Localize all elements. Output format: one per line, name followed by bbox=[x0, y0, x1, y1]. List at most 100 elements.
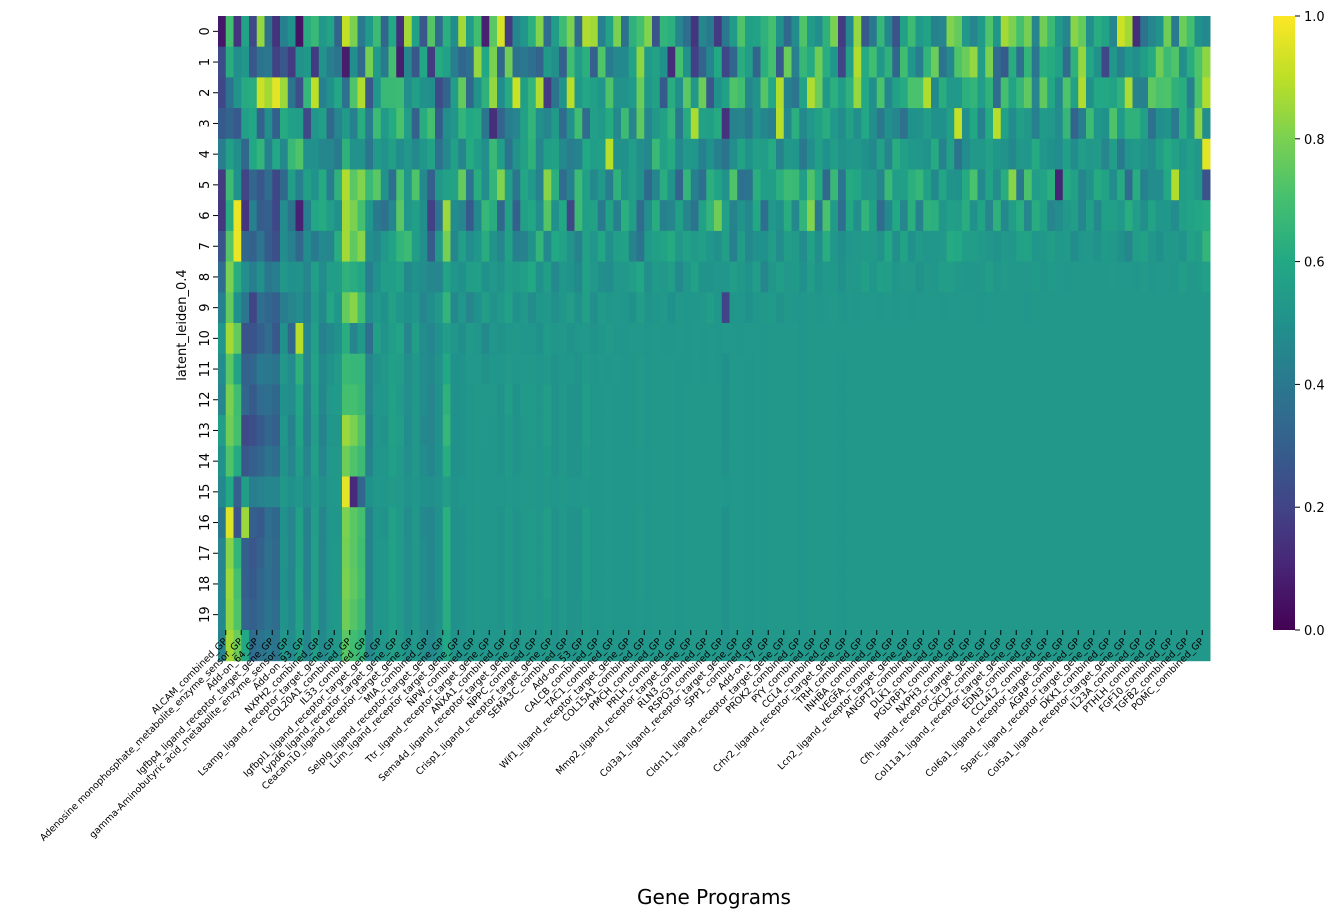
heatmap-cell bbox=[396, 16, 405, 48]
heatmap-cell bbox=[706, 261, 715, 293]
heatmap-cell bbox=[706, 169, 715, 201]
heatmap-cell bbox=[706, 323, 715, 355]
heatmap-cell bbox=[1070, 415, 1079, 447]
heatmap-cell bbox=[520, 537, 529, 570]
heatmap-cell bbox=[497, 46, 506, 78]
heatmap-cell bbox=[357, 261, 366, 293]
heatmap-cell bbox=[822, 507, 831, 539]
heatmap-cell bbox=[683, 108, 692, 140]
heatmap-cell bbox=[1008, 261, 1017, 293]
heatmap-cell bbox=[1117, 353, 1126, 385]
heatmap-cell bbox=[853, 507, 862, 539]
heatmap-cell bbox=[1047, 415, 1056, 447]
heatmap-cell bbox=[814, 230, 823, 263]
heatmap-cell bbox=[706, 46, 715, 78]
heatmap-cell bbox=[504, 138, 513, 170]
y-tick-label: 9 bbox=[198, 304, 213, 312]
heatmap-cell bbox=[814, 599, 823, 631]
heatmap-cell bbox=[760, 230, 769, 263]
heatmap-cell bbox=[1117, 77, 1126, 109]
heatmap-cell bbox=[233, 445, 242, 477]
heatmap-cell bbox=[1109, 630, 1118, 662]
heatmap-cell bbox=[969, 445, 978, 477]
heatmap-cell bbox=[1062, 46, 1071, 78]
heatmap-cell bbox=[435, 568, 444, 600]
heatmap-cell bbox=[760, 292, 769, 324]
heatmap-cell bbox=[799, 292, 808, 324]
heatmap-cell bbox=[233, 261, 242, 293]
heatmap-cell bbox=[295, 568, 304, 600]
heatmap-cell bbox=[388, 46, 397, 78]
heatmap-cell bbox=[566, 384, 575, 416]
heatmap-cell bbox=[675, 108, 684, 140]
heatmap-cell bbox=[954, 476, 963, 508]
heatmap-cell bbox=[1000, 108, 1009, 140]
heatmap-cell bbox=[1109, 46, 1118, 78]
heatmap-cell bbox=[287, 292, 296, 324]
heatmap-cell bbox=[497, 108, 506, 140]
heatmap-cell bbox=[566, 323, 575, 355]
heatmap-cell bbox=[241, 108, 250, 140]
heatmap-cell bbox=[1093, 169, 1102, 201]
heatmap-cell bbox=[380, 353, 389, 385]
heatmap-cell bbox=[923, 292, 932, 324]
heatmap-cell bbox=[597, 630, 606, 662]
heatmap-cell bbox=[272, 507, 281, 539]
heatmap-cell bbox=[969, 77, 978, 109]
heatmap-cell bbox=[1186, 292, 1195, 324]
heatmap-cell bbox=[838, 138, 847, 170]
heatmap-cell bbox=[504, 445, 513, 477]
heatmap-cell bbox=[1047, 384, 1056, 416]
heatmap-cell bbox=[698, 507, 707, 539]
heatmap-cell bbox=[380, 323, 389, 355]
heatmap-cell bbox=[241, 292, 250, 324]
heatmap-cell bbox=[551, 77, 560, 109]
heatmap-cell bbox=[582, 630, 591, 662]
heatmap-cell bbox=[1148, 261, 1157, 293]
heatmap-cell bbox=[706, 108, 715, 140]
heatmap-cell bbox=[931, 323, 940, 355]
heatmap-cell bbox=[1008, 384, 1017, 416]
heatmap-cell bbox=[574, 415, 583, 447]
heatmap-cell bbox=[241, 630, 250, 662]
heatmap-cell bbox=[396, 46, 405, 78]
heatmap-cell bbox=[690, 230, 699, 263]
heatmap-cell bbox=[241, 445, 250, 477]
heatmap-cell bbox=[597, 230, 606, 263]
heatmap-cell bbox=[613, 599, 622, 631]
heatmap-cell bbox=[993, 16, 1002, 48]
heatmap-cell bbox=[287, 77, 296, 109]
heatmap-cell bbox=[473, 292, 482, 324]
heatmap-cell bbox=[1101, 292, 1110, 324]
heatmap-cell bbox=[838, 323, 847, 355]
heatmap-cell bbox=[264, 384, 273, 416]
heatmap-cell bbox=[876, 108, 885, 140]
heatmap-cell bbox=[892, 77, 901, 109]
heatmap-cell bbox=[466, 323, 475, 355]
heatmap-cell bbox=[1194, 507, 1203, 539]
heatmap-cell bbox=[814, 630, 823, 662]
heatmap-cell bbox=[621, 568, 630, 600]
heatmap-cell bbox=[690, 323, 699, 355]
heatmap-cell bbox=[962, 537, 971, 570]
heatmap-cell bbox=[962, 169, 971, 201]
heatmap-cell bbox=[729, 46, 738, 78]
heatmap-cell bbox=[985, 445, 994, 477]
colorbar-tick-label: 0.6 bbox=[1304, 256, 1325, 271]
heatmap-cell bbox=[582, 476, 591, 508]
heatmap-cell bbox=[287, 200, 296, 232]
heatmap-cell bbox=[318, 292, 327, 324]
heatmap-cell bbox=[1047, 200, 1056, 232]
heatmap-cell bbox=[473, 138, 482, 170]
heatmap-cell bbox=[1171, 108, 1180, 140]
heatmap-cell bbox=[1047, 323, 1056, 355]
heatmap-cell bbox=[962, 323, 971, 355]
heatmap-cell bbox=[535, 323, 544, 355]
heatmap-cell bbox=[907, 261, 916, 293]
heatmap-cell bbox=[900, 353, 909, 385]
heatmap-cell bbox=[574, 323, 583, 355]
heatmap-cell bbox=[729, 415, 738, 447]
heatmap-cell bbox=[1086, 77, 1095, 109]
heatmap-cell bbox=[249, 599, 258, 631]
heatmap-cell bbox=[334, 261, 343, 293]
